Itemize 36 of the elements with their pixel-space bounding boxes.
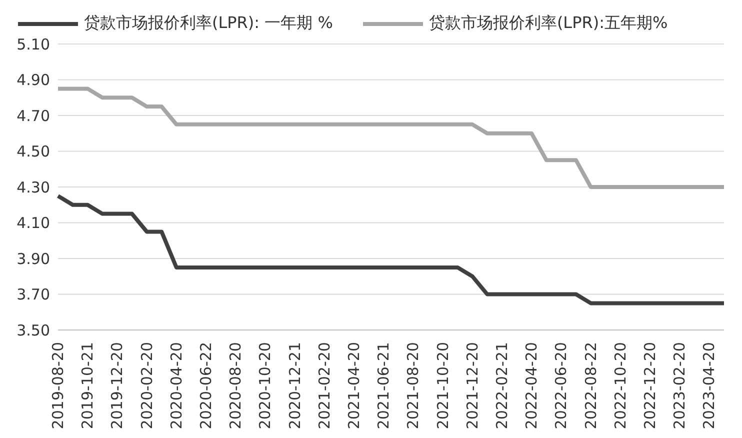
x-tick-label: 2022-08-22 [582, 342, 600, 430]
x-tick-label: 2020-10-20 [256, 342, 274, 430]
x-tick-label: 2021-08-20 [404, 342, 422, 430]
y-tick-label: 4.10 [16, 214, 50, 232]
line-series [56, 194, 726, 306]
x-tick-label: 2021-10-20 [434, 342, 452, 430]
y-tick-label: 3.70 [16, 286, 50, 304]
x-tick-label: 2022-04-20 [522, 342, 541, 430]
x-tick-label: 2022-10-20 [611, 342, 630, 430]
x-tick-label: 2020-12-21 [286, 342, 304, 430]
legend-label: 贷款市场报价利率(LPR):五年期% [428, 13, 668, 34]
y-tick-label: 5.10 [16, 35, 50, 54]
x-tick-label: 2022-02-21 [493, 342, 511, 430]
x-tick-label: 2022-06-20 [552, 342, 570, 430]
y-tick-label: 4.50 [16, 142, 50, 161]
x-tick-label: 2022-12-20 [641, 342, 659, 430]
x-tick-label: 2020-02-20 [138, 342, 156, 430]
line-series [56, 86, 726, 189]
legend-label: 贷款市场报价利率(LPR): 一年期 % [84, 13, 333, 34]
x-tick-label: 2019-10-21 [78, 342, 97, 430]
x-tick-label: 2020-06-22 [197, 342, 215, 430]
y-tick-label: 3.90 [16, 250, 50, 268]
x-tick-label: 2020-08-20 [226, 342, 245, 430]
y-tick-label: 4.30 [16, 178, 50, 196]
y-tick-label: 4.90 [16, 71, 50, 90]
x-tick-label: 2021-12-20 [463, 342, 482, 430]
x-tick-label: 2021-04-20 [345, 342, 363, 430]
x-tick-label: 2020-04-20 [167, 342, 186, 430]
x-tick-label: 2019-08-20 [49, 342, 67, 430]
y-tick-label: 3.50 [16, 321, 50, 340]
x-tick-label: 2021-02-20 [315, 342, 334, 430]
x-tick-label: 2023-04-20 [700, 342, 718, 430]
x-tick-label: 2021-06-21 [374, 342, 393, 430]
x-tick-label: 2023-02-20 [670, 342, 689, 430]
y-tick-label: 4.70 [16, 106, 50, 125]
x-tick-label: 2019-12-20 [108, 342, 126, 430]
